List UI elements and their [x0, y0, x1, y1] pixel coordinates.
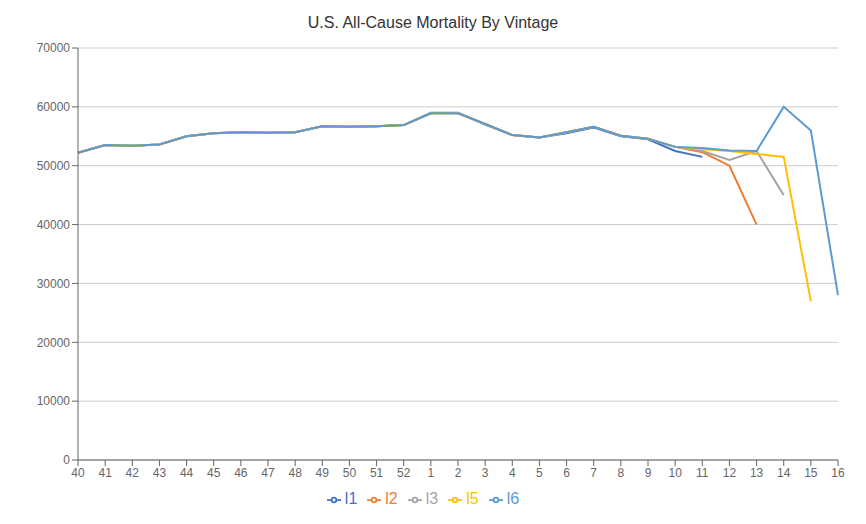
svg-text:3: 3 [482, 466, 489, 480]
svg-text:70000: 70000 [37, 41, 71, 55]
svg-text:52: 52 [397, 466, 411, 480]
svg-text:0: 0 [63, 453, 70, 467]
svg-text:20000: 20000 [37, 336, 71, 350]
svg-text:47: 47 [261, 466, 275, 480]
svg-text:45: 45 [207, 466, 221, 480]
svg-text:41: 41 [98, 466, 112, 480]
svg-text:5: 5 [536, 466, 543, 480]
svg-text:46: 46 [234, 466, 248, 480]
svg-text:14: 14 [777, 466, 791, 480]
svg-text:40000: 40000 [37, 218, 71, 232]
svg-text:49: 49 [316, 466, 330, 480]
html-text:U.S. All-Cause Mortality By Vi: U.S. All-Cause Mortality By Vintage [307, 14, 559, 31]
svg-text:40: 40 [71, 466, 85, 480]
svg-text:12: 12 [723, 466, 737, 480]
svg-text:42: 42 [126, 466, 140, 480]
html-text:l6: l6 [506, 490, 520, 507]
svg-text:44: 44 [180, 466, 194, 480]
svg-text:10: 10 [668, 466, 682, 480]
svg-text:4: 4 [509, 466, 516, 480]
svg-text:15: 15 [804, 466, 818, 480]
svg-text:2: 2 [455, 466, 462, 480]
html-text:l1: l1 [344, 490, 358, 507]
svg-text:50000: 50000 [37, 159, 71, 173]
svg-text:6: 6 [563, 466, 570, 480]
svg-text:8: 8 [618, 466, 625, 480]
html-text:l5: l5 [466, 490, 479, 507]
svg-text:13: 13 [750, 466, 764, 480]
svg-text:43: 43 [153, 466, 167, 480]
html-text:l2: l2 [385, 490, 398, 507]
html-text:l3: l3 [425, 490, 439, 507]
svg-text:51: 51 [370, 466, 384, 480]
svg-text:7: 7 [590, 466, 597, 480]
svg-text:1: 1 [428, 466, 435, 480]
svg-text:10000: 10000 [37, 394, 71, 408]
svg-text:48: 48 [288, 466, 302, 480]
svg-text:50: 50 [343, 466, 357, 480]
svg-text:9: 9 [645, 466, 652, 480]
svg-text:30000: 30000 [37, 277, 71, 291]
svg-text:60000: 60000 [37, 100, 71, 114]
svg-text:11: 11 [696, 466, 709, 480]
svg-text:16: 16 [831, 466, 845, 480]
